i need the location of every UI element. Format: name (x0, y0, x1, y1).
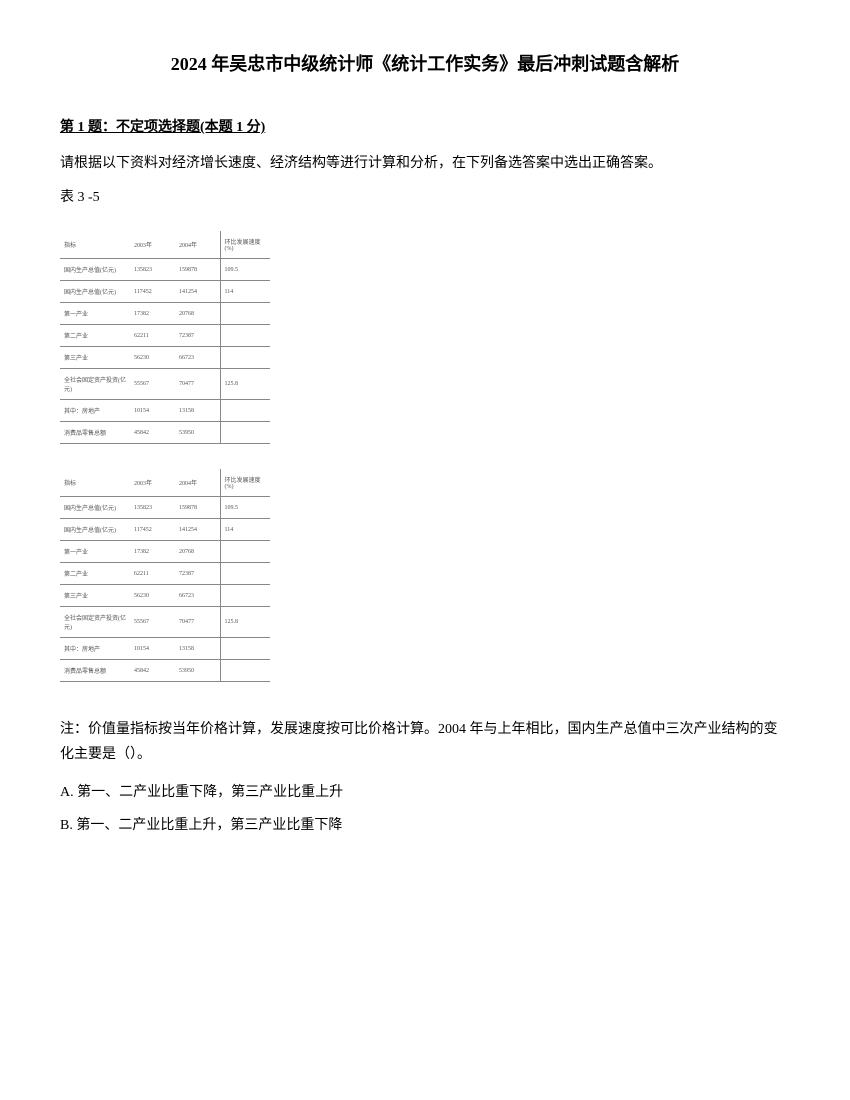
table-cell: 第二产业 (60, 563, 130, 585)
table-cell: 109.5 (220, 259, 270, 281)
table-cell: 72387 (175, 325, 220, 347)
table-cell: 66723 (175, 585, 220, 607)
table-cell: 159878 (175, 259, 220, 281)
table-cell (220, 585, 270, 607)
table-cell: 第二产业 (60, 325, 130, 347)
table-cell: 109.5 (220, 497, 270, 519)
table-cell: 指标 (60, 469, 130, 497)
table-cell: 13158 (175, 638, 220, 660)
question-text: 请根据以下资料对经济增长速度、经济结构等进行计算和分析，在下列备选答案中选出正确… (60, 151, 790, 176)
table-cell (220, 660, 270, 682)
data-table-2: 指标 2003年 2004年 环比发展速度(%) 国内生产总值(亿元) 1358… (60, 469, 270, 682)
table-cell: 53950 (175, 422, 220, 444)
table-cell (220, 422, 270, 444)
table-cell: 45842 (130, 660, 175, 682)
table-cell: 环比发展速度(%) (220, 231, 270, 259)
table-cell: 其中：房地产 (60, 400, 130, 422)
table-cell: 全社会固定资产投资(亿元) (60, 369, 130, 400)
table-cell: 国内生产总值(亿元) (60, 497, 130, 519)
table-cell: 17382 (130, 541, 175, 563)
question-header-text: 第 1 题：不定项选择题(本题 1 分) (60, 120, 265, 135)
table-cell: 72387 (175, 563, 220, 585)
table-cell: 55567 (130, 369, 175, 400)
table-cell: 消费品零售总额 (60, 660, 130, 682)
table-cell (220, 563, 270, 585)
table-cell: 其中：房地产 (60, 638, 130, 660)
data-table-1: 指标 2003年 2004年 环比发展速度(%) 国内生产总值(亿元) 1358… (60, 231, 270, 444)
table-cell: 114 (220, 519, 270, 541)
option-b: B. 第一、二产业比重上升，第三产业比重下降 (60, 813, 790, 838)
table-cell: 第一产业 (60, 303, 130, 325)
table-cell: 62211 (130, 563, 175, 585)
table-cell: 114 (220, 281, 270, 303)
table-cell: 环比发展速度(%) (220, 469, 270, 497)
table-cell: 第三产业 (60, 585, 130, 607)
table-cell: 125.8 (220, 607, 270, 638)
table-cell: 国内生产总值(亿元) (60, 519, 130, 541)
table-cell: 135823 (130, 497, 175, 519)
table-cell: 指标 (60, 231, 130, 259)
table-cell: 117452 (130, 281, 175, 303)
table-cell: 56230 (130, 347, 175, 369)
table-cell (220, 347, 270, 369)
table-cell: 117452 (130, 519, 175, 541)
table-cell: 2003年 (130, 231, 175, 259)
note-text: 注：价值量指标按当年价格计算，发展速度按可比价格计算。2004 年与上年相比，国… (60, 717, 790, 767)
table-cell: 135823 (130, 259, 175, 281)
table-cell: 53950 (175, 660, 220, 682)
table-cell (220, 303, 270, 325)
table-cell: 141254 (175, 281, 220, 303)
table-cell: 第一产业 (60, 541, 130, 563)
table-cell: 国内生产总值(亿元) (60, 281, 130, 303)
table-cell: 70477 (175, 369, 220, 400)
table-cell: 70477 (175, 607, 220, 638)
table-cell: 66723 (175, 347, 220, 369)
table-cell (220, 638, 270, 660)
document-title: 2024 年吴忠市中级统计师《统计工作实务》最后冲刺试题含解析 (60, 50, 790, 76)
table-cell: 20768 (175, 303, 220, 325)
table-cell: 56230 (130, 585, 175, 607)
table-cell: 10154 (130, 638, 175, 660)
table-cell (220, 400, 270, 422)
table-cell: 141254 (175, 519, 220, 541)
table-cell: 全社会固定资产投资(亿元) (60, 607, 130, 638)
table-cell: 159878 (175, 497, 220, 519)
table-cell (220, 541, 270, 563)
question-header: 第 1 题：不定项选择题(本题 1 分) (60, 116, 790, 136)
table-cell: 62211 (130, 325, 175, 347)
table-cell: 45842 (130, 422, 175, 444)
table-cell: 10154 (130, 400, 175, 422)
table-label: 表 3 -5 (60, 186, 790, 206)
table-cell: 国内生产总值(亿元) (60, 259, 130, 281)
table-cell: 55567 (130, 607, 175, 638)
table-cell: 125.8 (220, 369, 270, 400)
table-cell: 13158 (175, 400, 220, 422)
table-cell: 2004年 (175, 231, 220, 259)
table-cell (220, 325, 270, 347)
table-cell: 2003年 (130, 469, 175, 497)
table-cell: 消费品零售总额 (60, 422, 130, 444)
table-cell: 第三产业 (60, 347, 130, 369)
table-cell: 2004年 (175, 469, 220, 497)
table-cell: 20768 (175, 541, 220, 563)
option-a: A. 第一、二产业比重下降，第三产业比重上升 (60, 780, 790, 805)
table-cell: 17382 (130, 303, 175, 325)
